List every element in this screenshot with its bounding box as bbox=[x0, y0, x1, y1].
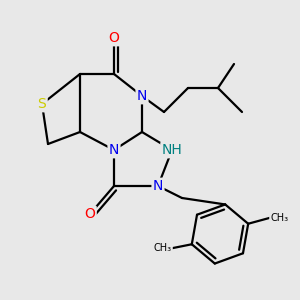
Text: NH: NH bbox=[162, 143, 182, 157]
Text: S: S bbox=[38, 97, 46, 111]
Text: O: O bbox=[85, 207, 95, 221]
Text: N: N bbox=[109, 143, 119, 157]
Text: N: N bbox=[153, 179, 163, 193]
Text: CH₃: CH₃ bbox=[154, 243, 172, 253]
Text: N: N bbox=[137, 89, 147, 103]
Text: O: O bbox=[109, 31, 119, 45]
Text: CH₃: CH₃ bbox=[270, 213, 288, 223]
